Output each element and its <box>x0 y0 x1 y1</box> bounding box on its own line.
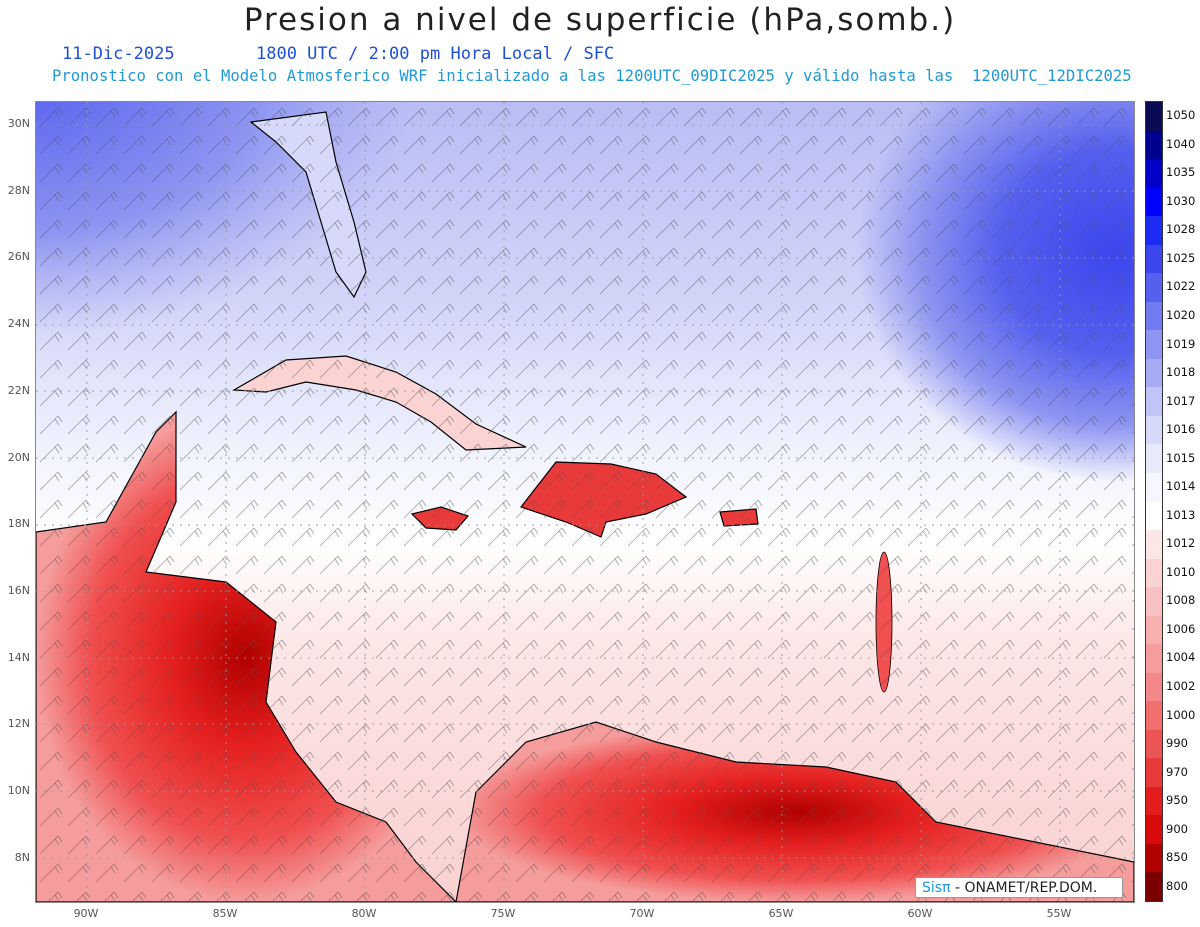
colorbar-label: 900 <box>1166 821 1188 836</box>
colorbar-segment <box>1146 273 1162 303</box>
colorbar-label: 1004 <box>1166 650 1196 665</box>
lon-label: 60W <box>907 907 933 920</box>
colorbar-label: 850 <box>1166 850 1188 865</box>
colorbar-segment <box>1146 558 1162 588</box>
lon-label: 65W <box>768 907 794 920</box>
lat-label: 8N <box>14 850 30 864</box>
colorbar-label: 1040 <box>1166 136 1196 151</box>
lon-label: 85W <box>212 907 238 920</box>
colorbar <box>1145 101 1163 902</box>
lon-label: 90W <box>73 907 99 920</box>
forecast-date: 11-Dic-2025 <box>62 44 175 64</box>
colorbar-label: 1020 <box>1166 308 1196 323</box>
colorbar-label: 1014 <box>1166 479 1196 494</box>
colorbar-label: 1028 <box>1166 222 1196 237</box>
colorbar-label: 1022 <box>1166 279 1196 294</box>
colorbar-segment <box>1146 187 1162 217</box>
colorbar-label: 1016 <box>1166 422 1196 437</box>
colorbar-label: 1008 <box>1166 593 1196 608</box>
lat-label: 24N <box>7 317 30 331</box>
colorbar-label: 1018 <box>1166 365 1196 380</box>
colorbar-label: 1013 <box>1166 507 1196 522</box>
colorbar-label: 1019 <box>1166 336 1196 351</box>
map-panel[interactable] <box>35 101 1135 903</box>
colorbar-label: 1010 <box>1166 564 1196 579</box>
lat-label: 20N <box>7 450 30 464</box>
colorbar-label: 1006 <box>1166 621 1196 636</box>
colorbar-label: 950 <box>1166 793 1188 808</box>
colorbar-segment <box>1146 159 1162 189</box>
lat-label: 10N <box>7 784 30 797</box>
colorbar-segment <box>1146 216 1162 246</box>
colorbar-segment <box>1146 358 1162 388</box>
colorbar-segment <box>1146 330 1162 360</box>
credit-box: Sisπ - ONAMET/REP.DOM. <box>915 877 1123 898</box>
credit-text: - ONAMET/REP.DOM. <box>950 880 1098 896</box>
colorbar-label: 1002 <box>1166 678 1196 693</box>
colorbar-segment <box>1146 786 1162 816</box>
lon-label: 55W <box>1046 907 1072 920</box>
colorbar-segment <box>1146 387 1162 417</box>
colorbar-segment <box>1146 701 1162 731</box>
colorbar-label: 1015 <box>1166 450 1196 465</box>
colorbar-segment <box>1146 843 1162 873</box>
colorbar-segment <box>1146 301 1162 331</box>
wind-barbs-layer <box>36 102 1134 902</box>
colorbar-segment <box>1146 872 1162 902</box>
colorbar-label: 1030 <box>1166 193 1196 208</box>
lat-label: 18N <box>7 517 30 531</box>
colorbar-segment <box>1146 530 1162 560</box>
colorbar-segment <box>1146 472 1162 502</box>
forecast-time: 1800 UTC / 2:00 pm Hora Local / SFC <box>256 44 615 64</box>
colorbar-label: 1050 <box>1166 108 1196 123</box>
colorbar-segment <box>1146 244 1162 274</box>
colorbar-segment <box>1146 615 1162 645</box>
lat-label: 16N <box>7 583 30 597</box>
lat-lon-grid <box>36 102 1134 902</box>
lat-label: 30N <box>7 117 30 130</box>
map-title: Presion a nivel de superficie (hPa,somb.… <box>243 2 957 38</box>
colorbar-label: 990 <box>1166 736 1188 751</box>
lat-label: 14N <box>7 650 30 664</box>
colorbar-segment <box>1146 444 1162 474</box>
lon-label: 80W <box>351 907 377 920</box>
colorbar-segment <box>1146 758 1162 788</box>
lon-label: 75W <box>490 907 516 920</box>
colorbar-label: 800 <box>1166 878 1188 893</box>
lat-label: 12N <box>7 717 30 731</box>
colorbar-segment <box>1146 644 1162 674</box>
lon-label: 70W <box>629 907 655 920</box>
lat-label: 22N <box>7 383 30 397</box>
subtitle-line: 11-Dic-2025 1800 UTC / 2:00 pm Hora Local… <box>62 44 614 64</box>
colorbar-label: 1012 <box>1166 536 1196 551</box>
colorbar-segment <box>1146 130 1162 160</box>
colorbar-segment <box>1146 102 1162 132</box>
colorbar-label: 1000 <box>1166 707 1196 722</box>
model-info-line: Pronostico con el Modelo Atmosferico WRF… <box>52 67 1132 85</box>
colorbar-segment <box>1146 415 1162 445</box>
colorbar-segment <box>1146 729 1162 759</box>
colorbar-label: 1017 <box>1166 393 1196 408</box>
colorbar-segment <box>1146 815 1162 845</box>
colorbar-label: 1035 <box>1166 165 1196 180</box>
colorbar-segment <box>1146 672 1162 702</box>
colorbar-segment <box>1146 587 1162 617</box>
lat-label: 28N <box>7 183 30 197</box>
lat-label: 26N <box>7 250 30 264</box>
colorbar-segment <box>1146 501 1162 531</box>
colorbar-label: 970 <box>1166 764 1188 779</box>
colorbar-label: 1025 <box>1166 250 1196 265</box>
sispi-logo: Sisπ <box>922 880 951 896</box>
